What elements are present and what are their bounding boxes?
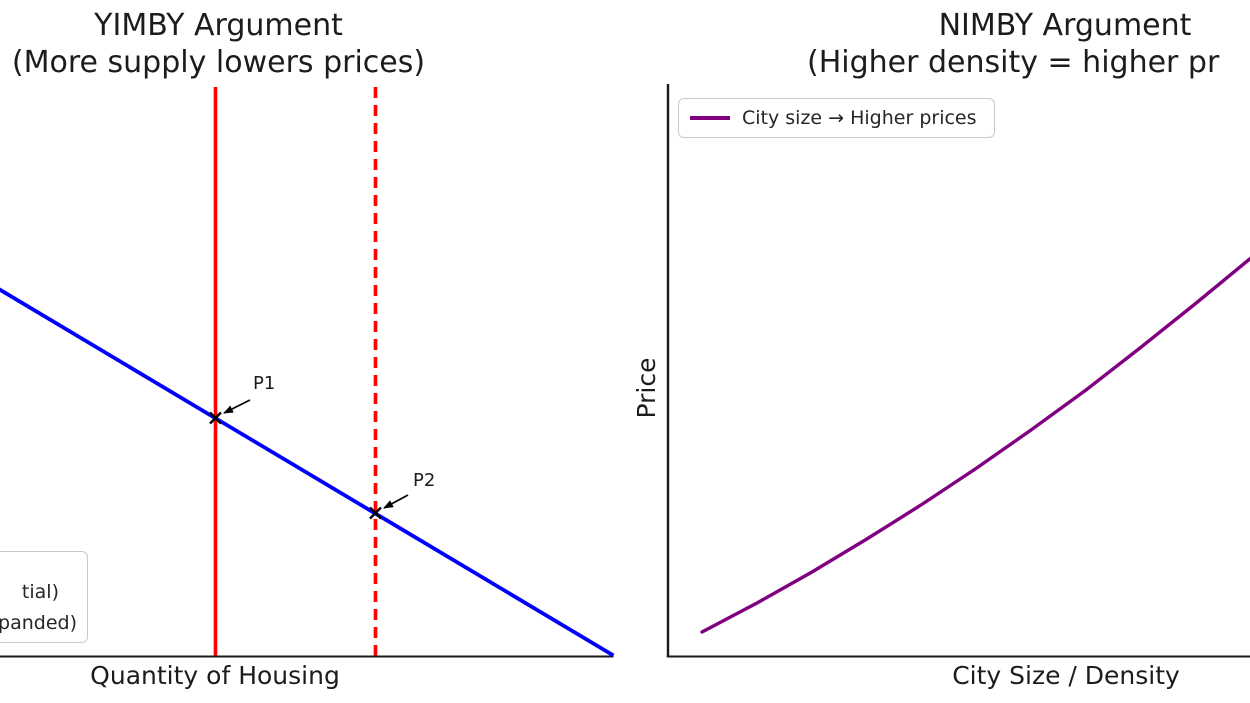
p1-arrow bbox=[223, 399, 251, 414]
right-plot-title: NIMBY Argument bbox=[865, 7, 1250, 44]
nimby-curve bbox=[700, 256, 1250, 634]
legend-label-supply-initial-fragment: tial) bbox=[21, 581, 59, 603]
demand-line bbox=[0, 287, 615, 658]
left-plot-legend: tial) panded) bbox=[0, 551, 88, 643]
left-plot-xaxis-label: Quantity of Housing bbox=[90, 661, 340, 690]
right-plot-title-line2: (Higher density = higher pr bbox=[807, 45, 1220, 80]
right-plot-xaxis-label: City Size / Density bbox=[952, 661, 1180, 690]
left-plot-title-line2: (More supply lowers prices) bbox=[11, 45, 426, 80]
legend-label-supply-expanded-fragment: panded) bbox=[0, 612, 77, 634]
right-plot-title-line1: NIMBY Argument bbox=[938, 8, 1192, 43]
right-plot-legend: City size → Higher prices bbox=[678, 98, 995, 138]
legend-label-city-size: City size → Higher prices bbox=[742, 107, 977, 129]
left-plot-title: YIMBY Argument (More supply lowers price… bbox=[0, 7, 437, 81]
p1-annotation-label: P1 bbox=[253, 373, 276, 394]
p2-annotation-label: P2 bbox=[413, 470, 436, 491]
legend-swatch-city-size-line bbox=[690, 116, 730, 120]
p1-marker bbox=[209, 411, 222, 425]
right-plot-yaxis-label: Price bbox=[632, 357, 661, 419]
p2-arrow bbox=[383, 494, 409, 509]
p2-marker bbox=[369, 506, 382, 520]
left-plot-title-line1: YIMBY Argument bbox=[94, 8, 343, 43]
